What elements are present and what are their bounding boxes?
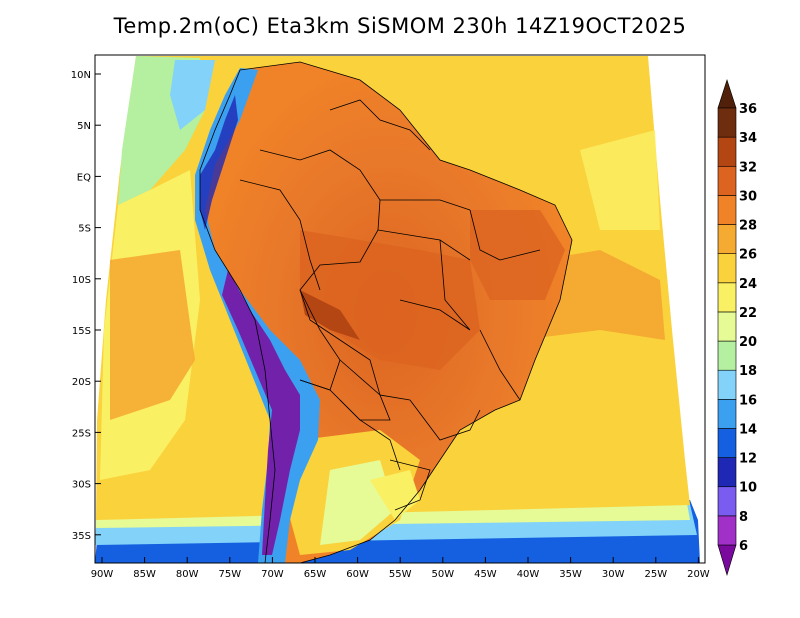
colorbar-label: 30 <box>739 189 757 204</box>
colorbar-swatch <box>717 399 737 429</box>
lon-tick-label: 45W <box>474 569 497 580</box>
coastline <box>239 61 573 563</box>
map-title: Temp.2m(oC) Eta3km SiSMOM 230h 14Z19OCT2… <box>113 14 687 38</box>
colorbar-label: 20 <box>739 335 757 350</box>
colorbar: 6 8 10 12 14 16 18 20 22 24 26 28 30 32 34 36 <box>717 79 757 577</box>
lon-tick-label: 20W <box>687 569 710 580</box>
lat-tick-label: 25S <box>72 428 91 439</box>
lon-tick-label: 70W <box>261 569 284 580</box>
colorbar-label: 14 <box>739 422 757 437</box>
border-brazil-west <box>259 149 411 401</box>
lon-tick-label: 25W <box>644 569 667 580</box>
colorbar-swatch <box>717 165 737 196</box>
lat-tick-label: 10N <box>71 70 91 81</box>
latitude-ticks: 10N 5N EQ 5S 10S 15S 20S 25S 30S 35S <box>71 70 101 542</box>
colorbar-label: 24 <box>739 277 757 292</box>
guianas <box>329 99 431 151</box>
colorbar-swatch <box>717 282 737 313</box>
colorbar-swatch <box>717 457 737 488</box>
colorbar-swatch <box>717 107 737 138</box>
colorbar-label: 10 <box>739 481 757 496</box>
colorbar-swatch <box>717 195 737 225</box>
lon-tick-label: 55W <box>389 569 412 580</box>
map-field <box>95 56 700 563</box>
lon-tick-label: 80W <box>176 569 199 580</box>
lon-tick-label: 65W <box>304 569 327 580</box>
hot-core <box>300 290 360 340</box>
colorbar-swatch <box>717 224 737 254</box>
border-argentina <box>299 379 401 471</box>
lon-tick-label: 90W <box>91 569 114 580</box>
lon-tick-label: 50W <box>431 569 454 580</box>
lat-tick-label: EQ <box>77 172 91 183</box>
lat-tick-label: 35S <box>72 531 91 542</box>
colorbar-swatch <box>717 340 737 371</box>
lon-tick-label: 30W <box>602 569 625 580</box>
state-lines <box>377 199 541 401</box>
northeast-hot <box>470 210 565 300</box>
border-andean <box>239 179 321 291</box>
lat-tick-label: 5N <box>77 121 91 132</box>
pacific-warm-patch <box>110 250 195 420</box>
border-brazil-south <box>409 399 481 441</box>
andes-coldest <box>222 270 300 555</box>
colorbar-swatch <box>717 311 737 342</box>
colorbar-label: 32 <box>739 160 757 175</box>
colorbar-label: 34 <box>739 131 757 146</box>
lat-tick-label: 30S <box>72 480 91 491</box>
atlantic-yellow-east <box>580 130 660 230</box>
lat-tick-label: 20S <box>72 377 91 388</box>
colorbar-bottom-arrow <box>717 544 737 577</box>
lat-tick-label: 10S <box>72 275 91 286</box>
lat-tick-label: 5S <box>78 224 91 235</box>
andes-mid <box>200 95 238 230</box>
colorbar-label: 18 <box>739 364 757 379</box>
lon-tick-label: 85W <box>133 569 156 580</box>
colorbar-swatch <box>717 136 737 167</box>
lon-tick-label: 75W <box>218 569 241 580</box>
colorbar-top-arrow <box>717 79 737 109</box>
lon-tick-label: 60W <box>346 569 369 580</box>
colorbar-swatch <box>717 369 737 400</box>
colorbar-swatch <box>717 515 737 546</box>
pacific-cool-patch-2 <box>170 60 215 130</box>
colorbar-label: 36 <box>739 102 757 117</box>
coastline-west <box>199 69 276 563</box>
country-borders <box>199 61 573 563</box>
colorbar-label: 8 <box>739 510 748 525</box>
colorbar-swatch <box>717 253 737 284</box>
colorbar-swatch <box>717 428 737 458</box>
pampa-cool <box>370 470 420 520</box>
colorbar-label: 12 <box>739 452 757 467</box>
colorbar-label: 26 <box>739 248 757 263</box>
colorbar-label: 28 <box>739 219 757 234</box>
lat-tick-label: 15S <box>72 326 91 337</box>
longitude-ticks: 90W 85W 80W 75W 70W 65W 60W 55W 50W 45W 40W 35W 30W 2… <box>91 557 710 580</box>
lon-tick-label: 40W <box>517 569 540 580</box>
colorbar-label: 16 <box>739 393 757 408</box>
lon-tick-label: 35W <box>559 569 582 580</box>
colorbar-label: 6 <box>739 539 748 554</box>
colorbar-swatch <box>717 486 737 517</box>
border-uruguay <box>389 459 431 511</box>
colorbar-label: 22 <box>739 306 757 321</box>
